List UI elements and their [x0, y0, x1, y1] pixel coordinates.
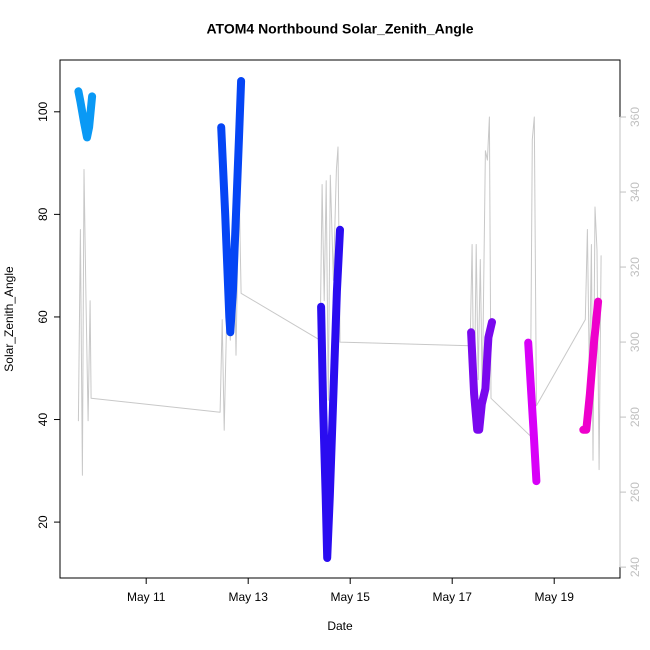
- y-tick-label: 80: [36, 207, 50, 221]
- y2-tick-label: 260: [628, 482, 642, 502]
- data-line: [524, 338, 541, 486]
- data-line: [579, 297, 603, 434]
- y2-tick-label: 300: [628, 332, 642, 352]
- data-line: [317, 225, 344, 562]
- y2-tick-label: 340: [628, 182, 642, 202]
- x-tick-label: May 19: [535, 590, 575, 604]
- x-axis-title: Date: [327, 619, 353, 633]
- x-tick-label: May 13: [229, 590, 269, 604]
- y-tick-label: 100: [36, 101, 50, 121]
- y2-tick-label: 360: [628, 107, 642, 127]
- y-tick-label: 20: [36, 515, 50, 529]
- y2-tick-label: 320: [628, 257, 642, 277]
- y-tick-label: 40: [36, 413, 50, 427]
- data-line: [467, 318, 496, 434]
- data-line: [217, 77, 246, 337]
- y-axis-title: Solar_Zenith_Angle: [2, 266, 16, 372]
- data-line: [74, 87, 97, 142]
- y2-tick-label: 280: [628, 407, 642, 427]
- chart-title: ATOM4 Northbound Solar_Zenith_Angle: [206, 21, 473, 37]
- x-tick-label: May 17: [433, 590, 473, 604]
- y-tick-label: 60: [36, 310, 50, 324]
- x-tick-label: May 15: [331, 590, 371, 604]
- secondary-line: [77, 116, 602, 476]
- y2-tick-label: 240: [628, 557, 642, 577]
- x-tick-label: May 11: [127, 590, 166, 604]
